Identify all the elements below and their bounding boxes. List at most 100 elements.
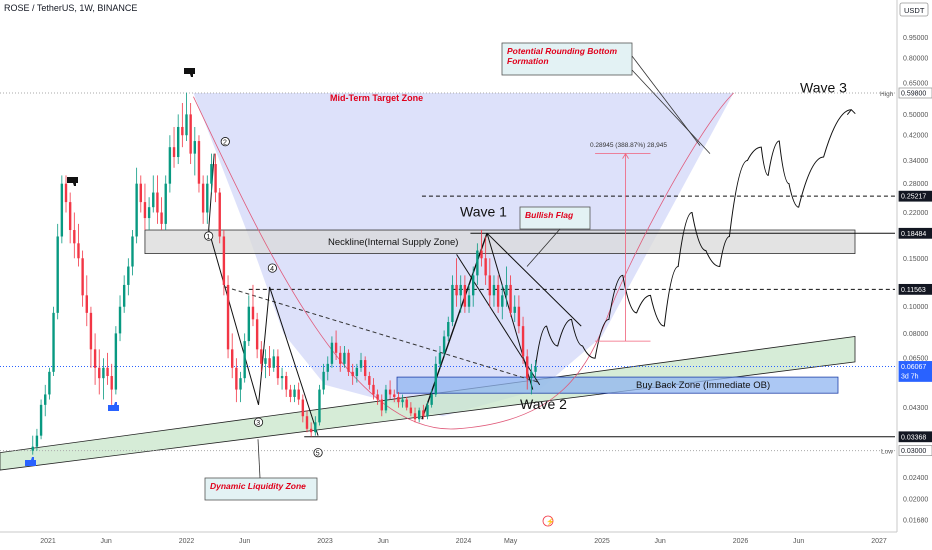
candle-body bbox=[89, 312, 93, 350]
neckline-label: Neckline(Internal Supply Zone) bbox=[328, 237, 458, 248]
wave-circle-3 bbox=[253, 417, 264, 427]
candle-body bbox=[509, 284, 512, 313]
wave-circle-2 bbox=[220, 137, 230, 147]
candle-body bbox=[430, 394, 433, 405]
price-badge bbox=[898, 431, 932, 443]
candle-body bbox=[131, 236, 134, 267]
candle-body bbox=[455, 284, 458, 296]
candle-body bbox=[343, 352, 346, 364]
candle-body bbox=[517, 306, 521, 327]
y-tick-label: 0.02400 bbox=[903, 475, 928, 482]
candle-body bbox=[56, 236, 59, 313]
candle-body bbox=[480, 250, 483, 259]
candle-body bbox=[93, 349, 97, 368]
candle-body bbox=[197, 141, 201, 184]
candle-body bbox=[35, 435, 39, 447]
candle-body bbox=[255, 319, 259, 350]
x-tick-label: Jun bbox=[101, 538, 112, 545]
candle-body bbox=[73, 230, 76, 244]
candle-body bbox=[239, 378, 242, 390]
symbol-title: ROSE / TetherUS, 1W, BINANCE bbox=[4, 3, 138, 13]
candle-body bbox=[368, 376, 371, 385]
candle-body bbox=[476, 250, 479, 276]
candle-body bbox=[85, 295, 88, 313]
candle-body bbox=[102, 367, 105, 379]
candle-body bbox=[521, 326, 525, 357]
candle-body bbox=[268, 358, 271, 368]
y-tick-label: 0.34000 bbox=[903, 158, 928, 165]
candle-body bbox=[372, 384, 375, 395]
buy-back-label: Buy Back Zone (Immediate OB) bbox=[636, 380, 770, 391]
x-tick-label: Jun bbox=[239, 538, 250, 545]
candle-body bbox=[434, 363, 437, 395]
wave-circle-label: 2 bbox=[223, 139, 227, 146]
candle-body bbox=[405, 399, 408, 408]
projection-arrowhead bbox=[846, 108, 856, 116]
x-tick-label: 2024 bbox=[456, 538, 472, 545]
x-tick-label: Jun bbox=[655, 538, 666, 545]
buy-back-zone bbox=[396, 376, 839, 394]
descending-trendline bbox=[225, 286, 540, 384]
candle-body bbox=[409, 407, 413, 414]
y-tick-label: 0.50000 bbox=[903, 112, 928, 119]
x-tick-label: 2022 bbox=[179, 538, 195, 545]
candle-body bbox=[243, 341, 246, 379]
price-badge-countdown: 3d 7h bbox=[901, 373, 919, 380]
currency-badge bbox=[899, 2, 929, 17]
wave3-label: Wave 3 bbox=[800, 80, 847, 96]
price-badge bbox=[898, 445, 932, 457]
candle-body bbox=[231, 349, 234, 368]
candle-body bbox=[272, 356, 275, 368]
candle-body bbox=[210, 164, 213, 184]
candle-body bbox=[530, 371, 533, 379]
y-tick-label: 0.80000 bbox=[903, 56, 928, 63]
candle-body bbox=[164, 183, 167, 224]
candle-body bbox=[122, 284, 126, 307]
candle-body bbox=[39, 404, 43, 436]
event-icon bbox=[542, 515, 554, 527]
candle-body bbox=[363, 360, 367, 377]
candle-body bbox=[463, 284, 467, 307]
candle-body bbox=[226, 284, 230, 350]
candle-body bbox=[44, 394, 47, 405]
flag-bottom bbox=[456, 254, 541, 386]
x-tick-label: 2027 bbox=[871, 538, 887, 545]
candle-body bbox=[60, 183, 64, 237]
candle-body bbox=[376, 394, 379, 400]
dynamic-liquidity-pointer bbox=[257, 439, 261, 479]
thumbs-down-icon-cuff bbox=[184, 68, 187, 74]
wave-circle-label: 1 bbox=[206, 234, 210, 241]
candle-body bbox=[351, 371, 354, 377]
dynamic-liquidity-callout-text: Dynamic Liquidity Zone bbox=[210, 481, 306, 491]
thumbs-up-icon-hand bbox=[28, 457, 36, 466]
thumbs-up-icon bbox=[108, 402, 119, 411]
wave-circle-1 bbox=[204, 231, 214, 241]
wave-circle-4 bbox=[267, 263, 277, 273]
candle-body bbox=[526, 356, 529, 379]
candle-body bbox=[359, 360, 363, 368]
candle-body bbox=[181, 126, 184, 136]
candle-body bbox=[156, 192, 159, 213]
candle-body bbox=[339, 352, 342, 364]
candle-body bbox=[301, 399, 305, 417]
y-tick-label: 0.28000 bbox=[903, 181, 928, 188]
lines-layer bbox=[0, 92, 895, 452]
mid-term-target-label: Mid-Term Target Zone bbox=[330, 93, 423, 103]
y-tick-label: 0.95000 bbox=[903, 35, 928, 42]
candle-body bbox=[247, 306, 251, 342]
y-tick-label: 0.22000 bbox=[903, 210, 928, 217]
candle-body bbox=[384, 389, 388, 411]
rounding-bottom-pointer bbox=[631, 69, 711, 154]
y-tick-label: 0.65000 bbox=[903, 81, 928, 88]
event-icon-glyph: ⚡ bbox=[546, 517, 555, 526]
candle-body bbox=[139, 183, 142, 203]
candle-body bbox=[496, 284, 500, 307]
candle-body bbox=[322, 371, 325, 390]
price-badge bbox=[898, 227, 932, 239]
low-label: Low bbox=[881, 449, 893, 456]
candle-body bbox=[98, 367, 101, 379]
thumbs-up-icon-hand bbox=[111, 402, 119, 411]
candle-body bbox=[110, 376, 113, 390]
